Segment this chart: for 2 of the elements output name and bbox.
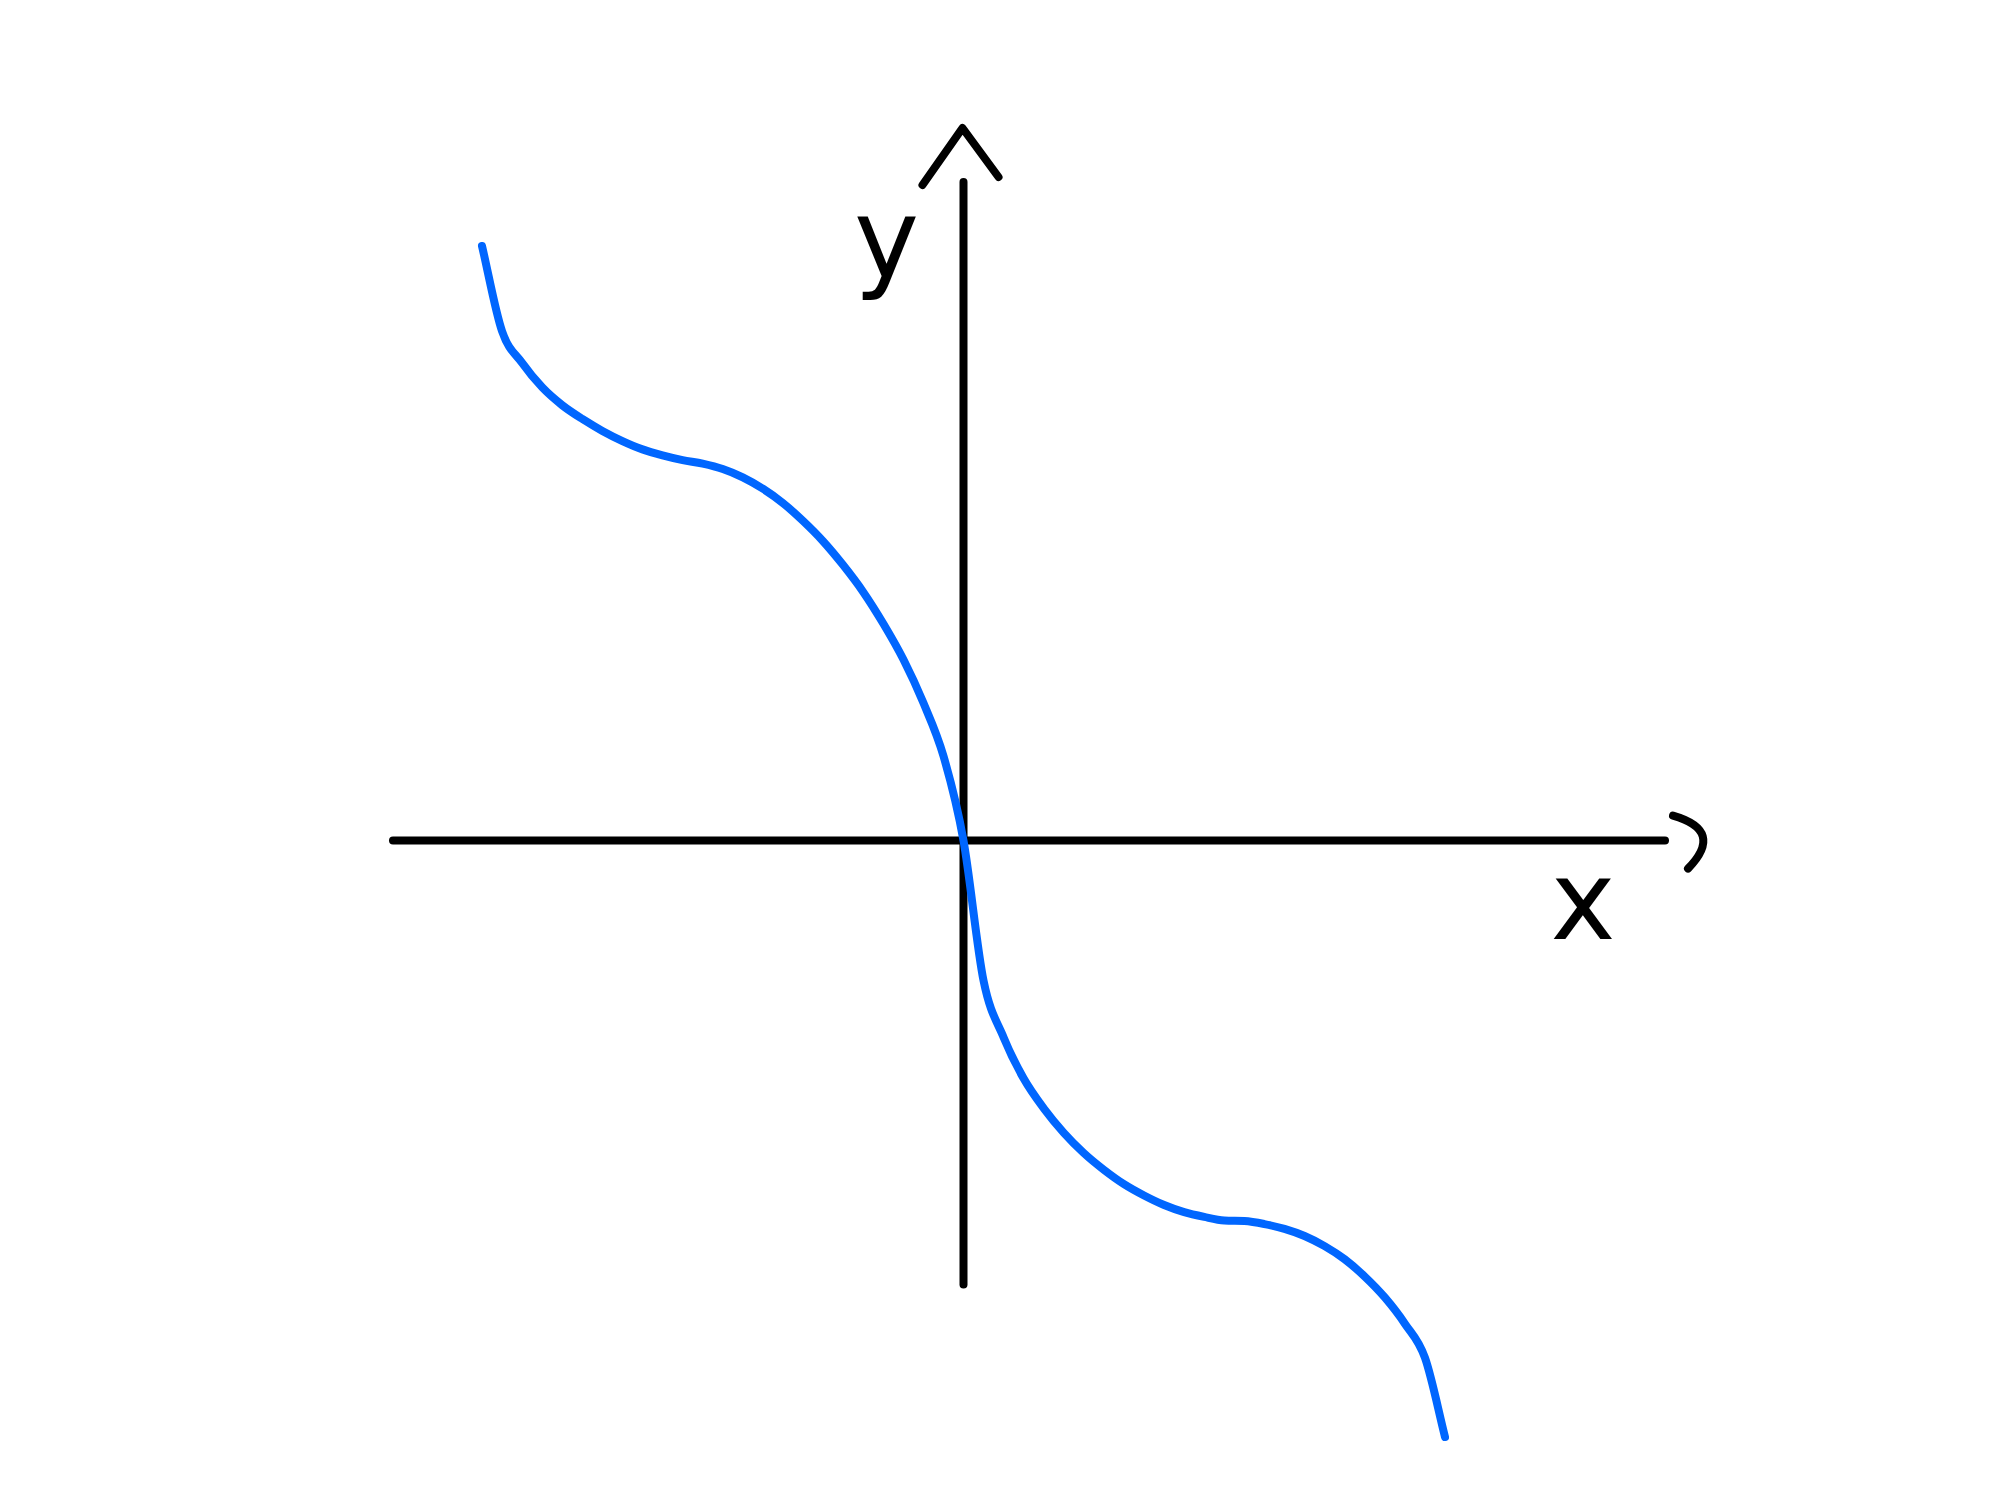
x-axis-title: x [1550,836,1616,965]
y-axis-title: y [853,175,920,303]
